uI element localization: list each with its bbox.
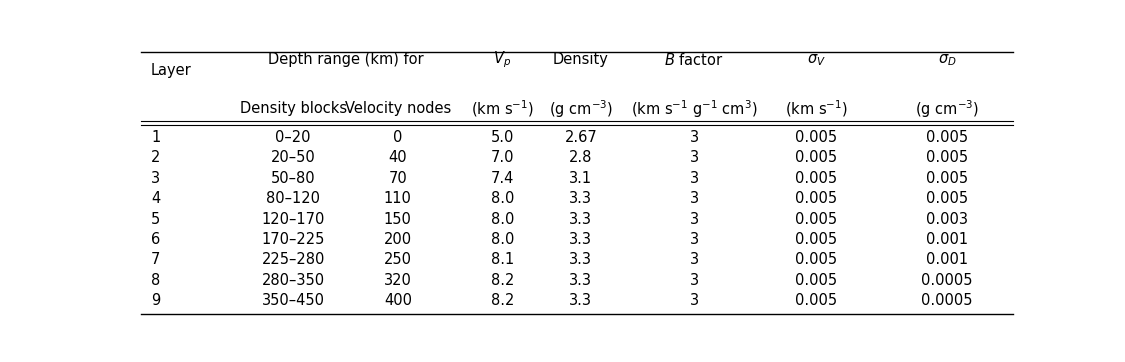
Text: $\sigma_D$: $\sigma_D$ xyxy=(938,52,956,68)
Text: 8.0: 8.0 xyxy=(490,191,514,206)
Text: 0.001: 0.001 xyxy=(926,252,969,268)
Text: 120–170: 120–170 xyxy=(261,211,325,227)
Text: $\sigma_V$: $\sigma_V$ xyxy=(807,52,826,68)
Text: 0.005: 0.005 xyxy=(795,252,837,268)
Text: 3.3: 3.3 xyxy=(569,232,593,247)
Text: 8.1: 8.1 xyxy=(490,252,514,268)
Text: 3: 3 xyxy=(690,130,699,145)
Text: 2: 2 xyxy=(151,150,161,165)
Text: 3.3: 3.3 xyxy=(569,273,593,288)
Text: (km s$^{-1}$): (km s$^{-1}$) xyxy=(471,98,534,119)
Text: 170–225: 170–225 xyxy=(261,232,325,247)
Text: Depth range (km) for: Depth range (km) for xyxy=(268,52,423,67)
Text: 1: 1 xyxy=(151,130,161,145)
Text: 0.005: 0.005 xyxy=(795,171,837,186)
Text: 0: 0 xyxy=(393,130,403,145)
Text: 5: 5 xyxy=(151,211,161,227)
Text: (g cm$^{-3}$): (g cm$^{-3}$) xyxy=(915,98,979,120)
Text: 0.005: 0.005 xyxy=(795,273,837,288)
Text: 8.2: 8.2 xyxy=(490,293,514,308)
Text: $V_p$: $V_p$ xyxy=(494,50,512,70)
Text: 3: 3 xyxy=(690,252,699,268)
Text: 7.4: 7.4 xyxy=(490,171,514,186)
Text: 2.67: 2.67 xyxy=(565,130,597,145)
Text: 250: 250 xyxy=(384,252,412,268)
Text: 200: 200 xyxy=(384,232,412,247)
Text: 280–350: 280–350 xyxy=(262,273,325,288)
Text: Velocity nodes: Velocity nodes xyxy=(344,101,451,117)
Text: 9: 9 xyxy=(151,293,161,308)
Text: 20–50: 20–50 xyxy=(271,150,316,165)
Text: 7: 7 xyxy=(151,252,161,268)
Text: 0.005: 0.005 xyxy=(795,211,837,227)
Text: 400: 400 xyxy=(384,293,412,308)
Text: 3: 3 xyxy=(690,232,699,247)
Text: 0.005: 0.005 xyxy=(926,171,969,186)
Text: 3: 3 xyxy=(690,150,699,165)
Text: 3.1: 3.1 xyxy=(569,171,593,186)
Text: 0.0005: 0.0005 xyxy=(921,293,973,308)
Text: Density blocks: Density blocks xyxy=(240,101,346,117)
Text: 50–80: 50–80 xyxy=(271,171,315,186)
Text: 40: 40 xyxy=(388,150,407,165)
Text: 2.8: 2.8 xyxy=(569,150,593,165)
Text: 3: 3 xyxy=(151,171,160,186)
Text: 3: 3 xyxy=(690,171,699,186)
Text: 0.001: 0.001 xyxy=(926,232,969,247)
Text: 4: 4 xyxy=(151,191,161,206)
Text: 0.005: 0.005 xyxy=(926,130,969,145)
Text: 3: 3 xyxy=(690,293,699,308)
Text: 8.0: 8.0 xyxy=(490,232,514,247)
Text: Density: Density xyxy=(554,52,609,67)
Text: 8.0: 8.0 xyxy=(490,211,514,227)
Text: 80–120: 80–120 xyxy=(267,191,321,206)
Text: 0.005: 0.005 xyxy=(926,150,969,165)
Text: 3.3: 3.3 xyxy=(569,211,593,227)
Text: 0.005: 0.005 xyxy=(795,130,837,145)
Text: 0.003: 0.003 xyxy=(926,211,969,227)
Text: 0–20: 0–20 xyxy=(276,130,310,145)
Text: 0.0005: 0.0005 xyxy=(921,273,973,288)
Text: 70: 70 xyxy=(388,171,407,186)
Text: 320: 320 xyxy=(384,273,412,288)
Text: 3.3: 3.3 xyxy=(569,191,593,206)
Text: 150: 150 xyxy=(384,211,412,227)
Text: (km s$^{-1}$): (km s$^{-1}$) xyxy=(785,98,848,119)
Text: 0.005: 0.005 xyxy=(795,293,837,308)
Text: 225–280: 225–280 xyxy=(261,252,325,268)
Text: 3: 3 xyxy=(690,211,699,227)
Text: 0.005: 0.005 xyxy=(926,191,969,206)
Text: Layer: Layer xyxy=(151,63,192,79)
Text: 3: 3 xyxy=(690,273,699,288)
Text: 5.0: 5.0 xyxy=(490,130,514,145)
Text: $B$ factor: $B$ factor xyxy=(665,52,724,68)
Text: 8: 8 xyxy=(151,273,161,288)
Text: 7.0: 7.0 xyxy=(490,150,514,165)
Text: 0.005: 0.005 xyxy=(795,191,837,206)
Text: 6: 6 xyxy=(151,232,161,247)
Text: 0.005: 0.005 xyxy=(795,232,837,247)
Text: (g cm$^{-3}$): (g cm$^{-3}$) xyxy=(549,98,613,120)
Text: 3: 3 xyxy=(690,191,699,206)
Text: 350–450: 350–450 xyxy=(262,293,325,308)
Text: 110: 110 xyxy=(384,191,412,206)
Text: 0.005: 0.005 xyxy=(795,150,837,165)
Text: 3.3: 3.3 xyxy=(569,252,593,268)
Text: 3.3: 3.3 xyxy=(569,293,593,308)
Text: (km s$^{-1}$ g$^{-1}$ cm$^3$): (km s$^{-1}$ g$^{-1}$ cm$^3$) xyxy=(631,98,757,120)
Text: 8.2: 8.2 xyxy=(490,273,514,288)
